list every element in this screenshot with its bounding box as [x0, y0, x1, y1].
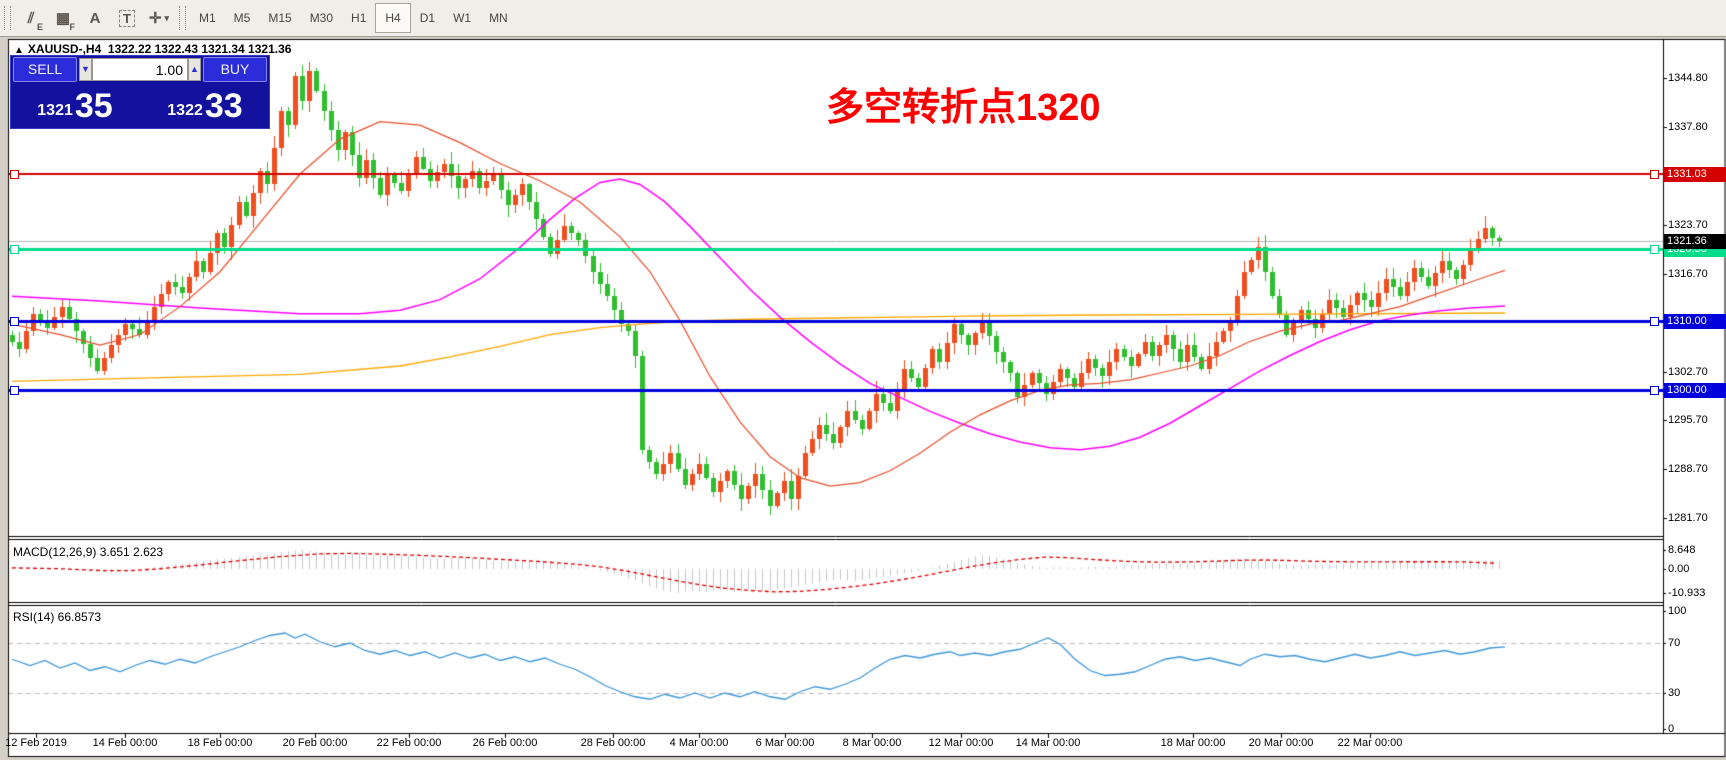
buy-button[interactable]: BUY: [203, 57, 267, 82]
timeframe-h1-button[interactable]: H1: [351, 11, 367, 25]
macd-indicator-label: MACD(12,26,9) 3.651 2.623: [13, 545, 164, 559]
date-axis-label: 18 Mar 00:00: [1160, 737, 1226, 749]
date-axis-label: 8 Mar 00:00: [842, 737, 902, 749]
rsi-axis-label: 100: [1668, 605, 1687, 617]
toolbar: ⫽ E ▦ F A T ✛ ▾ M1 M5 M15 M30 H1 H4 D1 W1 MN: [0, 0, 1726, 37]
macd-axis-label: 0.00: [1668, 562, 1690, 575]
ohlc-values: 1322.22 1322.43 1321.34 1321.36: [107, 42, 292, 56]
hline-price-label: 1310.00: [1664, 313, 1726, 329]
timeframe-m30-button[interactable]: M30: [309, 11, 334, 25]
timeframe-m1-button[interactable]: M1: [199, 11, 216, 25]
date-axis-label: 20 Mar 00:00: [1248, 737, 1314, 749]
sell-price-prefix: 1321: [37, 102, 73, 119]
sell-button[interactable]: SELL: [13, 57, 77, 82]
date-axis-label: 12 Mar 00:00: [928, 737, 994, 749]
symbol-period: XAUUSD-,H4: [27, 42, 102, 56]
timeframe-d1-button[interactable]: D1: [419, 11, 436, 25]
date-axis-label: 4 Mar 00:00: [669, 737, 729, 749]
price-axis-label: 1295.70: [1668, 414, 1708, 427]
price-axis-label: 1281.70: [1668, 512, 1708, 525]
text-tool-icon[interactable]: T: [114, 4, 140, 32]
price-divider: [139, 83, 141, 126]
buy-price[interactable]: 1322 33: [141, 83, 269, 126]
line-handle[interactable]: [10, 386, 19, 396]
one-click-trading-panel: SELL ▼ ▲ BUY 1321 35 1322 33: [10, 55, 270, 129]
pattern-tool-icon[interactable]: ⫽ E: [27, 9, 43, 33]
macd-axis-label: -10.933: [1668, 586, 1706, 599]
date-axis-label: 20 Feb 00:00: [282, 737, 348, 749]
toolbar-grip[interactable]: [179, 6, 186, 30]
line-handle[interactable]: [1650, 244, 1659, 254]
toolbar-grip[interactable]: [4, 6, 11, 30]
price-axis-label: 1316.70: [1668, 267, 1708, 280]
timeframe-m15-button[interactable]: M15: [268, 11, 292, 25]
price-axis-label: 1288.70: [1668, 463, 1708, 476]
grid-tool-icon[interactable]: ▦ F: [55, 10, 75, 32]
line-handle[interactable]: [10, 169, 19, 179]
rsi-axis-label: 30: [1668, 687, 1681, 699]
rsi-axis-label: 70: [1668, 637, 1681, 649]
timeframe-h4-button[interactable]: H4: [375, 3, 411, 33]
price-axis-label: 1323.70: [1668, 218, 1708, 231]
volume-input[interactable]: [92, 58, 188, 81]
date-axis-label: 28 Feb 00:00: [580, 737, 646, 749]
hline-price-label: 1300.00: [1664, 383, 1726, 399]
rsi-axis-label: 0: [1668, 723, 1675, 735]
macd-axis-label: 8.648: [1668, 543, 1696, 556]
label-tool-icon[interactable]: A: [89, 9, 101, 27]
price-axis-label: 1337.80: [1668, 120, 1708, 133]
timeframes-group: M1 M5 M15 M30 H1 H4 D1 W1 MN: [190, 3, 517, 33]
rsi-indicator-label: RSI(14) 66.8573: [13, 610, 102, 624]
date-axis-label: 22 Mar 00:00: [1337, 737, 1403, 749]
date-axis-label: 18 Feb 00:00: [187, 737, 253, 749]
line-handle[interactable]: [1650, 386, 1659, 396]
price-axis-label: 1344.80: [1668, 71, 1708, 84]
sell-price[interactable]: 1321 35: [11, 83, 139, 126]
price-axis-label: 1302.70: [1668, 365, 1708, 378]
timeframe-w1-button[interactable]: W1: [453, 11, 472, 25]
date-axis-label: 14 Feb 00:00: [92, 737, 158, 749]
timeframe-m5-button[interactable]: M5: [233, 11, 251, 25]
buy-price-prefix: 1322: [167, 102, 203, 119]
sell-price-digits: 35: [74, 87, 113, 125]
drawing-tools-group: ⫽ E ▦ F A T ✛ ▾: [15, 4, 175, 32]
line-handle[interactable]: [10, 244, 19, 254]
line-handle[interactable]: [1650, 169, 1659, 179]
line-handle[interactable]: [1650, 316, 1659, 326]
current-price-label: 1321.36: [1664, 234, 1726, 250]
date-axis-label: 26 Feb 00:00: [472, 737, 538, 749]
date-axis-label: 14 Mar 00:00: [1015, 737, 1081, 749]
buy-price-digits: 33: [204, 87, 243, 125]
date-axis-label: 12 Feb 2019: [5, 737, 67, 749]
date-axis-label: 22 Feb 00:00: [376, 737, 442, 749]
cursor-tool-icon[interactable]: ✛ ▾: [148, 10, 170, 27]
chart-text-annotation: 多空转折点1320: [826, 87, 1101, 129]
volume-increase-button[interactable]: ▲: [188, 58, 201, 81]
line-handle[interactable]: [10, 316, 19, 326]
chart-title: ▲ XAUUSD-,H4 1322.22 1322.43 1321.34 1321…: [14, 42, 291, 56]
date-axis-label: 6 Mar 00:00: [755, 737, 815, 749]
volume-decrease-button[interactable]: ▼: [79, 58, 92, 81]
collapse-arrow-icon[interactable]: ▲: [14, 45, 24, 56]
hline-price-label: 1331.03: [1664, 166, 1726, 182]
timeframe-mn-button[interactable]: MN: [489, 11, 508, 25]
